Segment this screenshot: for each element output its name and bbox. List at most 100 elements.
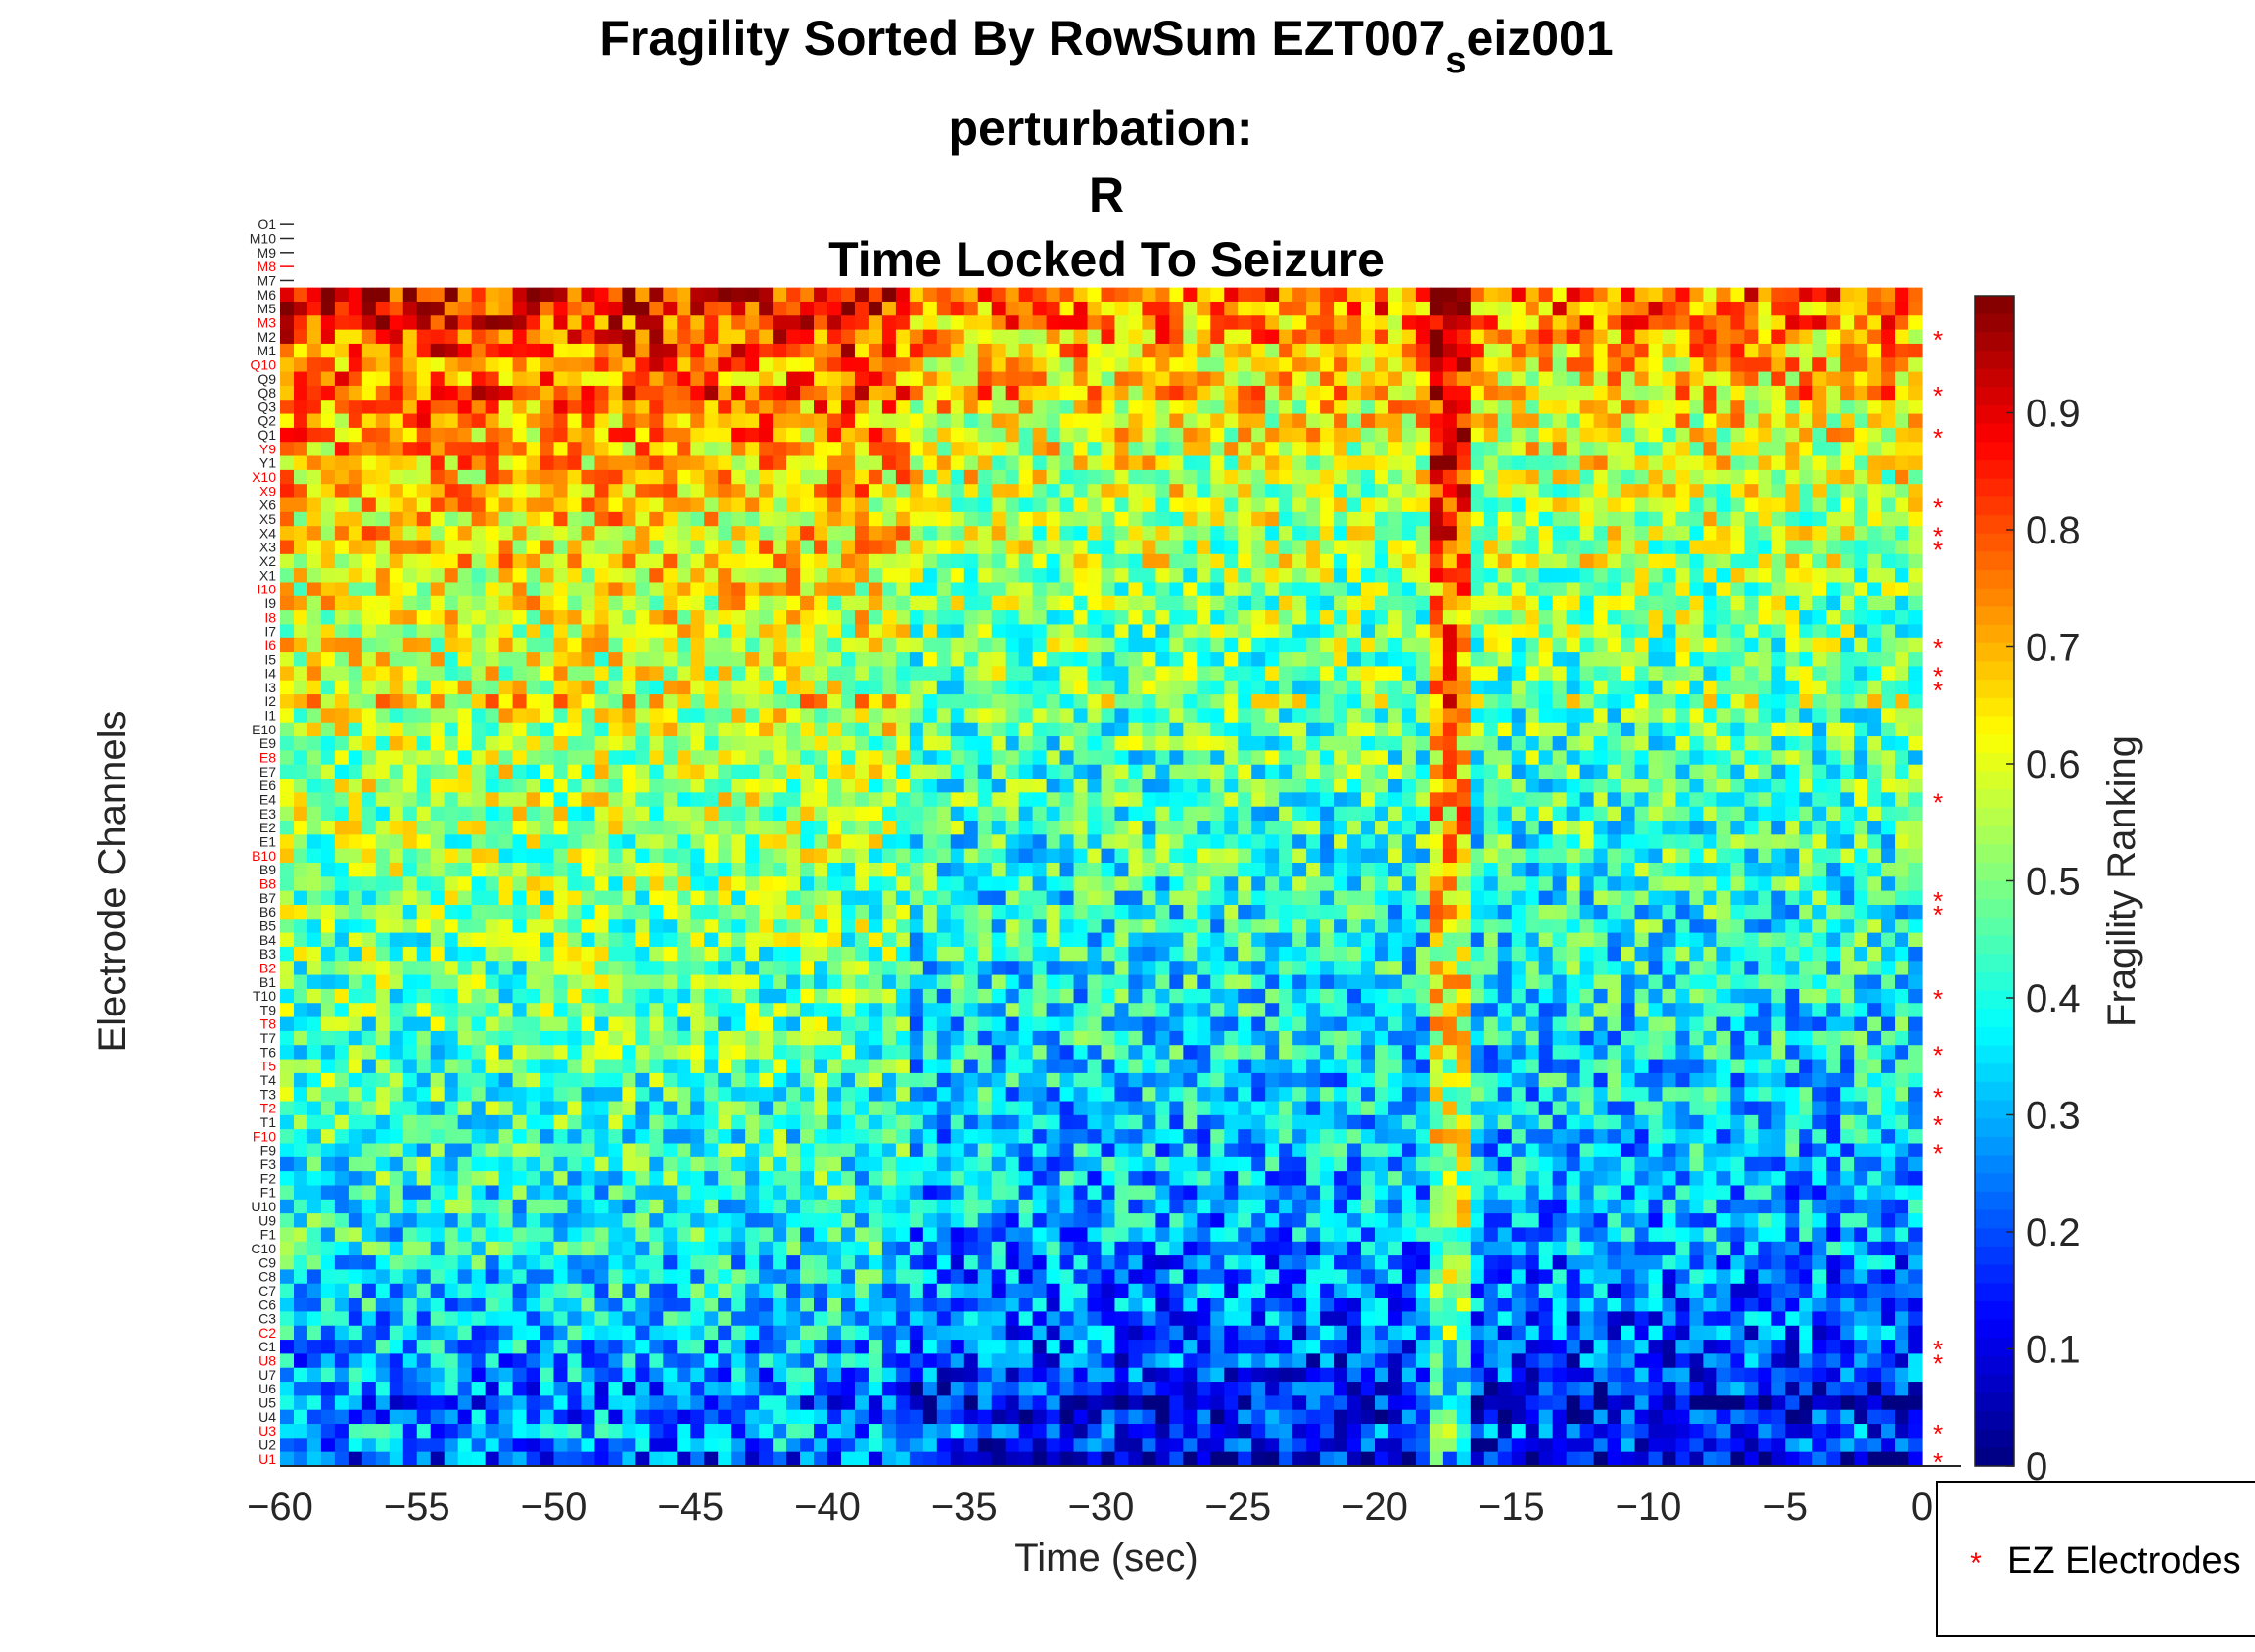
heatmap-cell — [1867, 484, 1882, 499]
heatmap-cell — [1840, 568, 1855, 584]
heatmap-cell — [950, 624, 965, 639]
heatmap-cell — [1812, 637, 1827, 653]
heatmap-cell — [827, 680, 842, 695]
heatmap-cell — [1785, 722, 1800, 737]
heatmap-cell — [1525, 315, 1540, 331]
heatmap-cell — [320, 806, 336, 822]
heatmap-cell — [306, 526, 322, 542]
heatmap-cell — [649, 315, 664, 331]
heatmap-cell — [1716, 343, 1731, 358]
heatmap-cell — [1771, 371, 1786, 387]
heatmap-cell — [581, 708, 596, 724]
heatmap-cell — [1525, 666, 1540, 682]
heatmap-cell — [553, 779, 569, 793]
heatmap-cell — [1812, 329, 1827, 345]
heatmap-cell — [457, 343, 473, 358]
heatmap-cell — [1361, 806, 1376, 822]
heatmap-cell — [1634, 400, 1650, 415]
heatmap-cell — [1251, 722, 1266, 737]
heatmap-cell — [594, 624, 609, 639]
heatmap-cell — [800, 540, 815, 555]
heatmap-cell — [1306, 469, 1321, 485]
heatmap-cell — [1155, 834, 1170, 850]
heatmap-cell — [936, 637, 952, 653]
heatmap-cell — [1155, 413, 1170, 429]
heatmap-cell — [1634, 442, 1650, 457]
heatmap-cell — [1799, 792, 1813, 808]
heatmap-cell — [909, 442, 924, 457]
heatmap-cell — [1347, 708, 1362, 724]
heatmap-cell — [1292, 497, 1307, 513]
heatmap-cell — [1621, 497, 1636, 513]
heatmap-cell — [1224, 582, 1239, 597]
heatmap-cell — [622, 750, 636, 766]
heatmap-cell — [1840, 764, 1855, 779]
heatmap-cell — [1497, 540, 1513, 555]
heatmap-cell — [1361, 357, 1376, 373]
heatmap-cell — [1908, 442, 1923, 457]
heatmap-cell — [471, 442, 487, 457]
heatmap-cell — [1881, 343, 1896, 358]
heatmap-cell — [1018, 764, 1034, 779]
heatmap-cell — [1442, 329, 1458, 345]
heatmap-cell — [416, 484, 432, 499]
heatmap-cell — [1032, 315, 1048, 331]
heatmap-cell — [1306, 343, 1321, 358]
heatmap-cell — [485, 610, 500, 626]
heatmap-cell — [868, 680, 883, 695]
heatmap-cell — [1758, 413, 1772, 429]
heatmap-cell — [922, 862, 938, 877]
heatmap-cell — [594, 301, 609, 316]
heatmap-cell — [963, 750, 979, 766]
heatmap-cell — [1854, 722, 1868, 737]
heatmap-cell — [840, 610, 856, 626]
heatmap-cell — [1758, 764, 1772, 779]
heatmap-cell — [649, 764, 664, 779]
heatmap-cell — [704, 455, 719, 471]
heatmap-cell — [540, 582, 555, 597]
heatmap-cell — [1005, 371, 1020, 387]
heatmap-cell — [1401, 455, 1417, 471]
heatmap-cell — [814, 553, 828, 569]
heatmap-cell — [594, 637, 609, 653]
heatmap-cell — [1483, 624, 1499, 639]
heatmap-cell — [1292, 779, 1307, 793]
heatmap-cell — [1799, 806, 1813, 822]
heatmap-cell — [1607, 484, 1622, 499]
heatmap-cell — [814, 427, 828, 443]
heatmap-cell — [1511, 442, 1527, 457]
heatmap-cell — [622, 469, 636, 485]
heatmap-cell — [1320, 582, 1335, 597]
heatmap-cell — [1607, 708, 1622, 724]
heatmap-cell — [485, 722, 500, 737]
heatmap-cell — [485, 484, 500, 499]
heatmap-cell — [1073, 357, 1089, 373]
heatmap-cell — [581, 469, 596, 485]
heatmap-cell — [1703, 821, 1717, 835]
heatmap-cell — [306, 343, 322, 358]
heatmap-cell — [1375, 455, 1389, 471]
heatmap-cell — [1265, 595, 1280, 611]
heatmap-cell — [977, 385, 993, 401]
heatmap-cell — [594, 708, 609, 724]
heatmap-cell — [1758, 680, 1772, 695]
heatmap-cell — [1881, 540, 1896, 555]
heatmap-cell — [1716, 455, 1731, 471]
heatmap-cell — [881, 694, 897, 710]
heatmap-cell — [540, 821, 555, 835]
heatmap-cell — [526, 427, 541, 443]
heatmap-cell — [540, 511, 555, 527]
heatmap-cell — [540, 610, 555, 626]
heatmap-cell — [1621, 442, 1636, 457]
heatmap-cell — [1347, 568, 1362, 584]
heatmap-cell — [1032, 540, 1048, 555]
heatmap-cell — [1607, 736, 1622, 751]
heatmap-cell — [1662, 821, 1677, 835]
heatmap-cell — [1621, 357, 1636, 373]
heatmap-cell — [1758, 792, 1772, 808]
heatmap-cell — [1716, 385, 1731, 401]
heatmap-cell — [731, 582, 746, 597]
heatmap-cell — [1538, 511, 1554, 527]
heatmap-cell — [1073, 553, 1089, 569]
heatmap-cell — [1799, 610, 1813, 626]
